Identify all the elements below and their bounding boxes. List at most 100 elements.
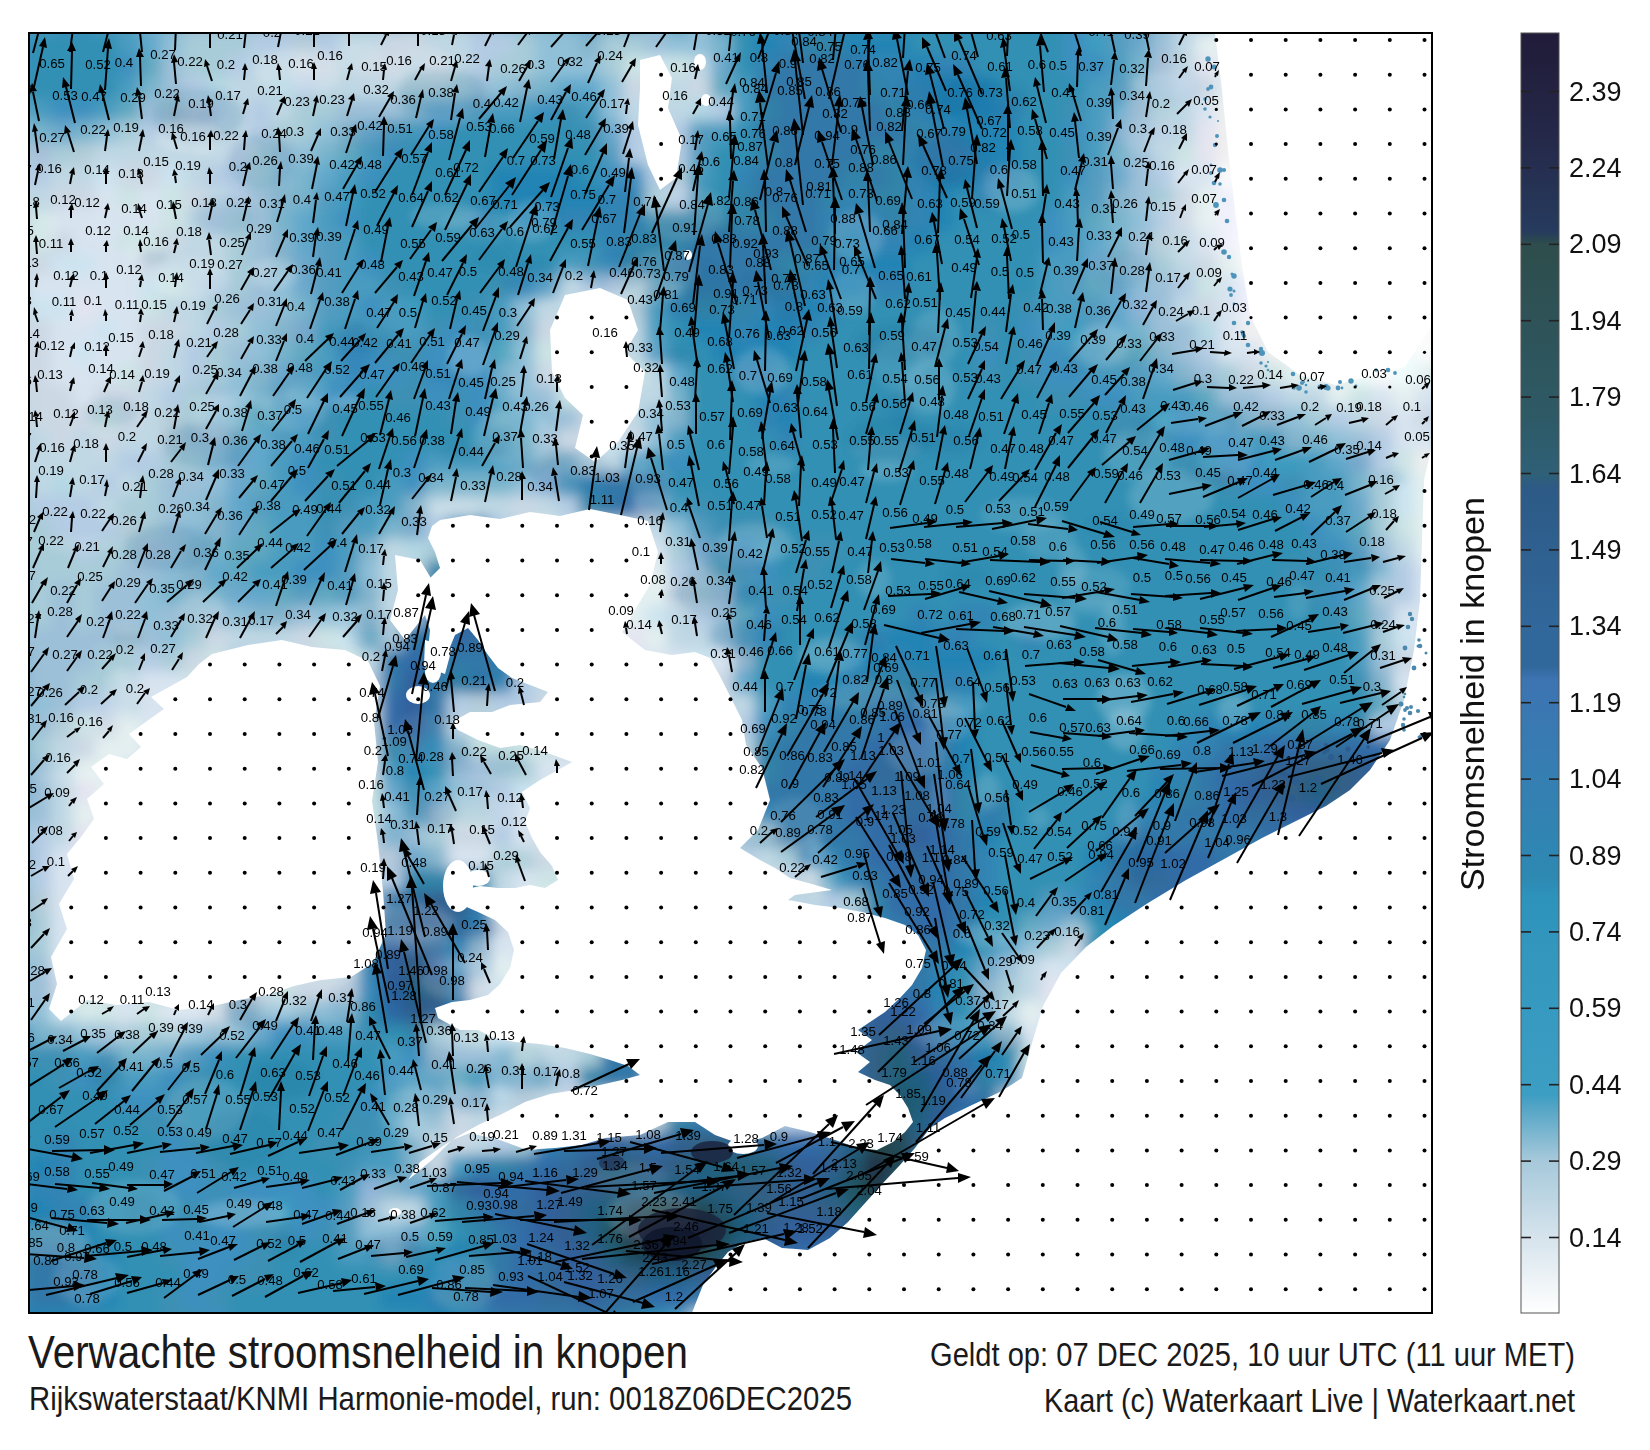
svg-text:0.44: 0.44 xyxy=(155,1275,181,1290)
svg-text:0.15: 0.15 xyxy=(141,297,167,312)
svg-text:0.32: 0.32 xyxy=(1119,61,1145,76)
svg-text:0.73: 0.73 xyxy=(773,278,799,293)
svg-text:0.05: 0.05 xyxy=(1404,429,1430,444)
svg-text:0.42: 0.42 xyxy=(737,546,763,561)
svg-text:0.26: 0.26 xyxy=(252,153,278,168)
svg-text:0.77: 0.77 xyxy=(842,646,868,661)
svg-text:1.24: 1.24 xyxy=(528,1230,554,1245)
svg-text:0.34: 0.34 xyxy=(527,270,553,285)
svg-text:0.14: 0.14 xyxy=(1569,1223,1622,1253)
svg-text:0.92: 0.92 xyxy=(904,904,930,919)
svg-text:0.8: 0.8 xyxy=(775,155,793,170)
svg-text:0.86: 0.86 xyxy=(1154,786,1180,801)
svg-text:0.22: 0.22 xyxy=(154,86,180,101)
svg-text:0.69: 0.69 xyxy=(398,1262,424,1277)
svg-text:0.71: 0.71 xyxy=(904,648,930,663)
svg-text:0.56: 0.56 xyxy=(983,883,1009,898)
svg-text:0.98: 0.98 xyxy=(492,1197,518,1212)
svg-text:0.12: 0.12 xyxy=(53,406,79,421)
svg-text:0.31: 0.31 xyxy=(390,817,416,832)
svg-text:0.74: 0.74 xyxy=(925,102,951,117)
svg-text:0.19: 0.19 xyxy=(38,463,64,478)
svg-text:0.47: 0.47 xyxy=(911,339,937,354)
svg-text:0.64: 0.64 xyxy=(802,404,828,419)
svg-text:0.58: 0.58 xyxy=(851,616,877,631)
svg-text:0.41: 0.41 xyxy=(431,1057,457,1072)
svg-text:0.21: 0.21 xyxy=(257,83,283,98)
svg-text:0.5: 0.5 xyxy=(459,264,477,279)
svg-text:0.15: 0.15 xyxy=(108,330,134,345)
svg-text:0.81: 0.81 xyxy=(912,706,938,721)
svg-text:0.84: 0.84 xyxy=(742,81,768,96)
svg-text:0.75: 0.75 xyxy=(948,153,974,168)
svg-text:0.71: 0.71 xyxy=(492,197,518,212)
svg-text:0.33: 0.33 xyxy=(360,1166,386,1181)
svg-text:0.78: 0.78 xyxy=(1334,714,1360,729)
svg-text:0.48: 0.48 xyxy=(401,855,427,870)
svg-text:0.27: 0.27 xyxy=(150,641,176,656)
svg-text:0.2: 0.2 xyxy=(565,268,583,283)
svg-text:1.28: 1.28 xyxy=(733,1131,759,1146)
svg-text:0.93: 0.93 xyxy=(466,1198,492,1213)
svg-text:0.58: 0.58 xyxy=(1017,123,1043,138)
svg-text:0.48: 0.48 xyxy=(1258,537,1284,552)
svg-text:0.81: 0.81 xyxy=(1079,903,1105,918)
svg-text:0.85: 0.85 xyxy=(1301,707,1327,722)
svg-text:0.24: 0.24 xyxy=(1128,229,1154,244)
svg-text:0.79: 0.79 xyxy=(940,124,966,139)
svg-text:0.5: 0.5 xyxy=(1012,227,1030,242)
svg-text:0.83: 0.83 xyxy=(708,262,734,277)
svg-text:0.59: 0.59 xyxy=(950,195,976,210)
svg-text:0.58: 0.58 xyxy=(44,1164,70,1179)
svg-text:0.54: 0.54 xyxy=(1220,506,1246,521)
svg-text:0.94: 0.94 xyxy=(384,639,410,654)
svg-text:1.32: 1.32 xyxy=(564,1238,590,1253)
svg-text:0.16: 0.16 xyxy=(670,60,696,75)
svg-text:0.9: 0.9 xyxy=(781,776,799,791)
svg-text:0.55: 0.55 xyxy=(918,578,944,593)
svg-text:0.51: 0.51 xyxy=(1019,504,1045,519)
svg-text:0.55: 0.55 xyxy=(1048,744,1074,759)
svg-text:1.03: 1.03 xyxy=(878,743,904,758)
svg-text:0.32: 0.32 xyxy=(187,611,213,626)
svg-text:0.56: 0.56 xyxy=(984,680,1010,695)
svg-text:0.82: 0.82 xyxy=(876,119,902,134)
svg-text:0.2: 0.2 xyxy=(217,57,235,72)
svg-text:0.67: 0.67 xyxy=(914,232,940,247)
svg-text:0.87: 0.87 xyxy=(847,910,873,925)
svg-text:0.15: 0.15 xyxy=(143,154,169,169)
svg-text:1.03: 1.03 xyxy=(1221,811,1247,826)
svg-text:0.78: 0.78 xyxy=(807,822,833,837)
svg-text:0.51: 0.51 xyxy=(324,442,350,457)
svg-text:1.19: 1.19 xyxy=(920,1093,946,1108)
svg-text:0.84: 0.84 xyxy=(1088,847,1114,862)
svg-text:0.72: 0.72 xyxy=(811,685,837,700)
svg-text:0.12: 0.12 xyxy=(116,262,142,277)
svg-text:0.37: 0.37 xyxy=(397,1034,423,1049)
svg-text:0.58: 0.58 xyxy=(906,536,932,551)
svg-text:0.51: 0.51 xyxy=(1011,186,1037,201)
svg-text:0.14: 0.14 xyxy=(1356,438,1382,453)
svg-text:0.52: 0.52 xyxy=(85,57,111,72)
svg-text:0.63: 0.63 xyxy=(1085,720,1111,735)
svg-text:0.13: 0.13 xyxy=(87,402,113,417)
svg-text:0.9: 0.9 xyxy=(840,122,858,137)
svg-text:0.14: 0.14 xyxy=(522,743,548,758)
svg-text:1.74: 1.74 xyxy=(877,1130,903,1145)
svg-text:1.05: 1.05 xyxy=(841,777,867,792)
svg-text:0.35: 0.35 xyxy=(1051,894,1077,909)
svg-text:0.22: 0.22 xyxy=(213,128,239,143)
svg-text:0.5: 0.5 xyxy=(1016,265,1034,280)
svg-text:0.33: 0.33 xyxy=(219,466,245,481)
svg-text:1.16: 1.16 xyxy=(664,1264,690,1279)
svg-text:0.43: 0.43 xyxy=(537,92,563,107)
svg-text:0.88: 0.88 xyxy=(772,223,798,238)
svg-text:0.85: 0.85 xyxy=(743,744,769,759)
svg-text:0.25: 0.25 xyxy=(711,605,737,620)
svg-text:0.41: 0.41 xyxy=(322,1231,348,1246)
svg-text:0.39: 0.39 xyxy=(1053,263,1079,278)
svg-text:0.31: 0.31 xyxy=(1082,154,1108,169)
svg-text:0.42: 0.42 xyxy=(285,540,311,555)
svg-text:0.55: 0.55 xyxy=(570,236,596,251)
svg-text:0.25: 0.25 xyxy=(1369,583,1395,598)
